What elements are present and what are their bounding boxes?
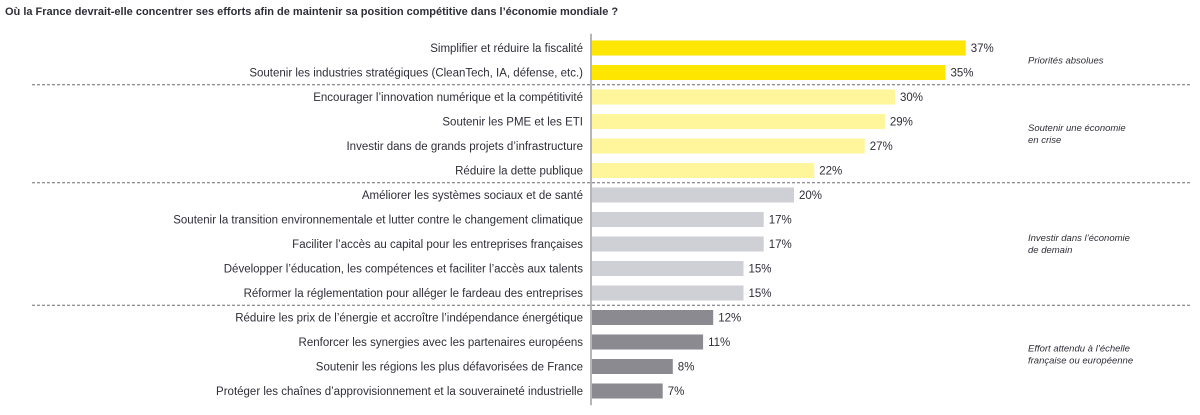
bar: [592, 163, 815, 178]
bar: [592, 187, 794, 203]
value-label: 35%: [951, 68, 974, 80]
bar: [592, 285, 744, 301]
category-label: Faciliter l’accès au capital pour les en…: [292, 239, 583, 251]
bar: [592, 65, 946, 80]
value-label: 11%: [708, 337, 730, 349]
bar: [592, 261, 744, 276]
group-label: Investir dans l’économie: [1028, 233, 1130, 244]
bar: [592, 334, 704, 350]
value-label: 15%: [749, 264, 772, 276]
category-label: Développer l’éducation, les compétences …: [224, 264, 583, 276]
group-label: Priorités absolues: [1028, 55, 1104, 66]
bar: [592, 40, 966, 56]
value-label: 17%: [769, 239, 792, 251]
category-label: Soutenir les PME et les ETI: [442, 117, 583, 129]
value-label: 29%: [890, 117, 913, 129]
category-label: Protéger les chaînes d’approvisionnement…: [216, 386, 583, 398]
category-label: Améliorer les systèmes sociaux et de san…: [362, 190, 583, 202]
value-label: 15%: [749, 288, 772, 300]
bar: [592, 114, 885, 129]
value-label: 7%: [668, 386, 685, 398]
group-label: Soutenir une économie: [1028, 123, 1126, 134]
category-label: Réduire les prix de l’énergie et accroît…: [235, 313, 583, 325]
chart-title: Où la France devrait-elle concentrer ses…: [5, 6, 619, 18]
value-label: 37%: [971, 43, 994, 55]
value-label: 20%: [799, 190, 822, 202]
value-label: 30%: [900, 92, 923, 104]
category-label: Réformer la réglementation pour alléger …: [244, 288, 584, 300]
bar: [592, 212, 764, 227]
bar: [592, 359, 673, 374]
bar: [592, 383, 663, 399]
bar: [592, 89, 895, 105]
value-label: 27%: [870, 141, 893, 153]
category-label: Soutenir les industries stratégiques (Cl…: [249, 68, 583, 80]
bar: [592, 310, 714, 325]
category-label: Soutenir les régions les plus défavorisé…: [316, 362, 583, 374]
category-label: Investir dans de grands projets d’infras…: [346, 141, 583, 153]
value-label: 8%: [678, 362, 695, 374]
category-label: Renforcer les synergies avec les partena…: [299, 337, 584, 349]
value-label: 17%: [769, 215, 792, 227]
group-label: française ou européenne: [1028, 355, 1133, 366]
group-label: en crise: [1028, 135, 1061, 146]
category-label: Soutenir la transition environnementale …: [173, 215, 583, 227]
bar: [592, 236, 764, 252]
category-label: Simplifier et réduire la fiscalité: [430, 43, 583, 55]
value-label: 22%: [819, 166, 842, 178]
category-label: Réduire la dette publique: [455, 166, 583, 178]
category-label: Encourager l’innovation numérique et la …: [313, 92, 583, 104]
bar: [592, 138, 865, 154]
value-label: 12%: [718, 313, 741, 325]
group-label: Effort attendu à l’échelle: [1028, 343, 1130, 354]
group-label: de demain: [1028, 245, 1072, 256]
